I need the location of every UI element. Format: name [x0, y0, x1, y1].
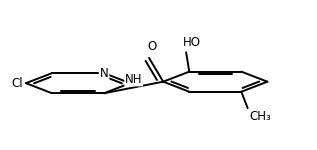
Text: NH: NH [125, 73, 142, 86]
Text: O: O [147, 40, 157, 53]
Text: HO: HO [183, 36, 201, 49]
Text: N: N [100, 67, 108, 80]
Text: CH₃: CH₃ [249, 110, 271, 123]
Text: Cl: Cl [12, 77, 23, 90]
